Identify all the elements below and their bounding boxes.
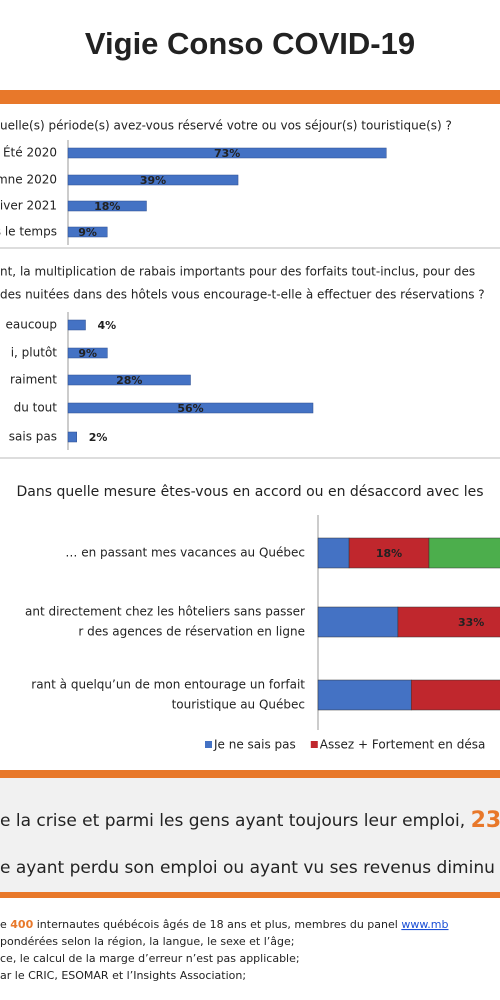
chart-title: uelle(s) période(s) avez-vous réservé vo…: [0, 119, 452, 133]
footer-line: ce, le calcul de la marge d’erreur n’est…: [0, 952, 300, 965]
value-label: 28%: [116, 374, 142, 387]
category-label: du tout: [14, 401, 58, 415]
chart-title: Dans quelle mesure êtes-vous en accord o…: [16, 484, 483, 500]
banner-line: e ayant perdu son emploi ou ayant vu ses…: [0, 858, 495, 878]
value-label: 33%: [458, 616, 484, 629]
bar: [67, 226, 108, 238]
bar-segment: [317, 606, 399, 638]
category-label: … en passant mes vacances au Québec: [65, 546, 305, 560]
footer-link[interactable]: www.mb: [401, 918, 448, 931]
footer-line: ar le CRIC, ESOMAR et l’Insights Associa…: [0, 969, 246, 982]
bar: [67, 200, 147, 212]
bar: [67, 431, 77, 443]
value-label: 56%: [177, 402, 203, 415]
value-label: 9%: [78, 347, 97, 360]
orange-strip: [0, 90, 500, 104]
value-label: 18%: [94, 200, 120, 213]
banner-line: e la crise et parmi les gens ayant toujo…: [0, 808, 500, 833]
banner-highlight: 23: [471, 808, 500, 833]
category-label: sais pas: [9, 430, 57, 444]
category-label: Été 2020: [3, 145, 57, 160]
category-label: mne 2020: [0, 173, 57, 187]
category-label: touristique au Québec: [172, 698, 305, 712]
chart-title: des nuitées dans des hôtels vous encoura…: [0, 288, 485, 302]
orange-strip: [0, 770, 500, 778]
bar-segment: [348, 537, 430, 569]
value-label: 4%: [98, 319, 117, 332]
bar: [67, 402, 314, 414]
category-label: iver 2021: [0, 199, 57, 213]
bar: [67, 147, 387, 159]
legend-swatch: [205, 741, 212, 748]
category-label: ant directement chez les hôteliers sans …: [25, 605, 305, 619]
chart-title: nt, la multiplication de rabais importan…: [0, 265, 475, 279]
category-label: s le temps: [0, 225, 57, 239]
category-label: r des agences de réservation en ligne: [78, 625, 305, 639]
bar-segment: [397, 606, 500, 638]
bar-segment: [317, 537, 350, 569]
legend-label: Je ne sais pas: [213, 738, 296, 752]
bar-segment: [317, 679, 412, 711]
bar: [67, 174, 239, 186]
value-label: 39%: [140, 174, 166, 187]
legend-swatch: [310, 741, 318, 748]
value-label: 2%: [89, 431, 108, 444]
value-label: 18%: [376, 547, 402, 560]
orange-strip: [0, 892, 500, 898]
bar: [67, 319, 86, 331]
value-label: 9%: [78, 226, 97, 239]
category-label: eaucoup: [5, 318, 57, 332]
bar-segment: [410, 679, 500, 711]
legend-label: Assez + Fortement en désa: [320, 738, 486, 752]
banner-text: e la crise et parmi les gens ayant toujo…: [0, 811, 471, 831]
category-label: rant à quelqu’un de mon entourage un for…: [31, 678, 305, 692]
footer-text: internautes québécois âgés de 18 ans et …: [33, 918, 401, 931]
footer-highlight: 400: [10, 918, 33, 931]
footer-line: e 400 internautes québécois âgés de 18 a…: [0, 918, 449, 931]
bar: [67, 374, 191, 386]
category-label: raiment: [10, 373, 57, 387]
page-title: Vigie Conso COVID-19: [85, 26, 415, 61]
category-label: i, plutôt: [11, 346, 58, 360]
bar: [67, 347, 108, 359]
footer-text: e: [0, 918, 10, 931]
footer-line: pondérées selon la région, la langue, le…: [0, 935, 294, 948]
bar-segment: [428, 537, 500, 569]
value-label: 73%: [214, 147, 240, 160]
banner-band: [0, 778, 500, 892]
